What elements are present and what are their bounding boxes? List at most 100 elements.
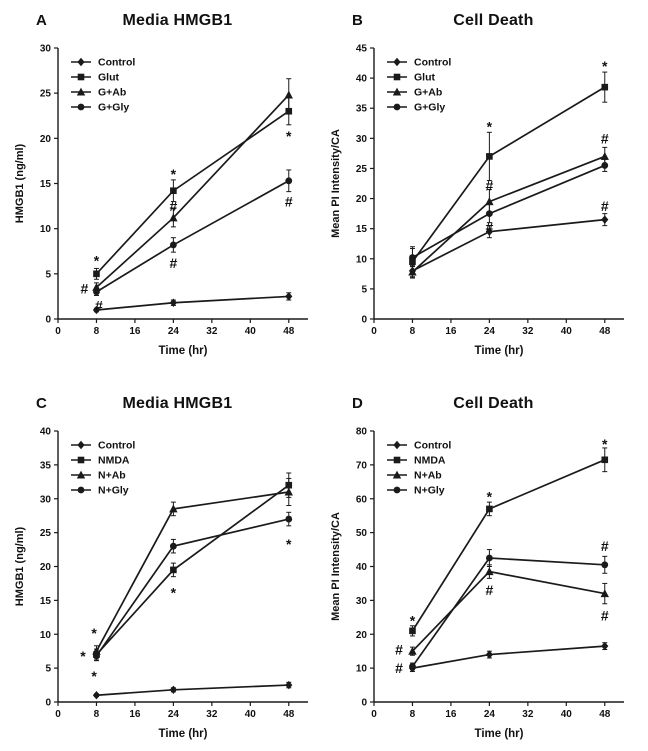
svg-text:Control: Control [414,57,451,69]
svg-text:48: 48 [599,709,611,720]
svg-text:Time (hr): Time (hr) [159,728,208,740]
svg-text:30: 30 [356,595,368,606]
svg-text:Time (hr): Time (hr) [475,345,524,357]
panel-b-header: B Cell Death [326,12,638,38]
svg-text:40: 40 [561,709,573,720]
svg-text:#: # [601,538,609,554]
svg-text:8: 8 [410,326,416,337]
chart-cell-death-glut: 0 5 10 15 20 25 30 35 40 45 0 8 16 24 32 40 48 Mean PI In… [330,44,624,357]
svg-text:8: 8 [410,709,416,720]
svg-text:#: # [485,177,493,193]
svg-text:#: # [485,582,493,598]
svg-text:*: * [286,535,292,551]
svg-text:*: * [80,648,86,664]
svg-text:Time (hr): Time (hr) [475,728,524,740]
svg-text:45: 45 [356,44,368,55]
svg-text:#: # [601,607,609,623]
svg-text:16: 16 [445,326,457,337]
svg-text:HMGB1 (ng/ml): HMGB1 (ng/ml) [14,526,26,606]
panel-c-title: Media HMGB1 [122,394,233,412]
svg-text:48: 48 [283,709,295,720]
svg-text:#: # [395,641,403,657]
svg-text:5: 5 [361,284,367,295]
svg-text:20: 20 [356,629,368,640]
svg-text:*: * [487,118,493,134]
svg-text:10: 10 [40,629,52,640]
svg-text:40: 40 [356,562,368,573]
svg-text:G+Gly: G+Gly [414,102,445,114]
svg-text:20: 20 [40,134,52,145]
svg-text:0: 0 [361,697,367,708]
svg-text:#: # [395,660,403,676]
svg-text:HMGB1 (ng/ml): HMGB1 (ng/ml) [14,143,26,223]
svg-text:*: * [94,253,100,269]
svg-text:*: * [286,128,292,144]
svg-text:N+Gly: N+Gly [98,484,129,496]
svg-text:#: # [95,297,103,313]
svg-text:30: 30 [40,494,52,505]
svg-text:32: 32 [522,709,534,720]
svg-text:NMDA: NMDA [414,454,446,466]
svg-text:16: 16 [445,709,457,720]
panel-b: B Cell Death 0 5 10 15 20 25 30 35 40 45 0 8 16 24 32 4… [326,12,638,369]
svg-text:8: 8 [94,709,100,720]
panel-b-title: Cell Death [453,12,534,29]
svg-text:40: 40 [245,326,257,337]
svg-text:#: # [285,194,293,210]
svg-text:15: 15 [40,179,52,190]
svg-text:*: * [171,584,177,600]
svg-text:*: * [602,58,608,74]
svg-text:N+Gly: N+Gly [414,484,445,496]
svg-text:70: 70 [356,460,368,471]
svg-text:16: 16 [129,709,141,720]
svg-text:30: 30 [40,44,52,55]
svg-text:30: 30 [356,134,368,145]
svg-text:48: 48 [599,326,611,337]
svg-text:20: 20 [356,194,368,205]
svg-text:#: # [81,280,89,296]
svg-text:35: 35 [40,460,52,471]
panel-a-header: A Media HMGB1 [10,12,322,38]
svg-text:40: 40 [245,709,257,720]
svg-text:20: 20 [40,562,52,573]
svg-text:5: 5 [45,269,51,280]
svg-text:40: 40 [561,326,573,337]
svg-text:#: # [601,198,609,214]
svg-text:0: 0 [55,709,61,720]
panel-c-header: C Media HMGB1 [10,395,322,421]
svg-text:Mean PI Intensity/CA: Mean PI Intensity/CA [330,512,342,621]
svg-text:24: 24 [484,326,496,337]
svg-text:G+Gly: G+Gly [98,102,129,114]
svg-text:Time (hr): Time (hr) [159,345,208,357]
svg-text:40: 40 [40,426,52,437]
svg-text:10: 10 [356,254,368,265]
svg-text:Control: Control [98,57,135,69]
svg-text:32: 32 [206,709,218,720]
svg-text:10: 10 [356,663,368,674]
panel-d: D Cell Death 0 10 20 30 40 50 60 70 80 0 8 16 24 32 40… [326,395,638,751]
chart-media-hmgb1-nmda: 0 5 10 15 20 25 30 35 40 0 8 16 24 32 40 48 HMGB1 (ng/ml… [14,426,308,740]
panel-a: A Media HMGB1 0 5 10 15 20 25 30 0 8 16 24 32 40 48 HM… [10,12,322,369]
svg-text:Control: Control [414,439,451,451]
svg-text:0: 0 [45,315,51,326]
svg-text:Mean PI Intensity/CA: Mean PI Intensity/CA [330,129,342,238]
svg-text:#: # [169,255,177,271]
svg-text:0: 0 [45,697,51,708]
svg-text:*: * [602,436,608,452]
svg-text:24: 24 [168,709,180,720]
svg-text:48: 48 [283,326,295,337]
svg-text:G+Ab: G+Ab [98,87,126,99]
svg-text:5: 5 [45,663,51,674]
svg-text:10: 10 [40,224,52,235]
panel-b-letter: B [352,12,363,29]
svg-text:*: * [91,667,97,683]
svg-text:32: 32 [522,326,534,337]
svg-text:Glut: Glut [414,72,435,84]
svg-text:0: 0 [371,326,377,337]
svg-text:15: 15 [356,224,368,235]
svg-text:#: # [601,130,609,146]
svg-text:25: 25 [40,528,52,539]
svg-text:N+Ab: N+Ab [414,469,442,481]
chart-media-hmgb1-glut: 0 5 10 15 20 25 30 0 8 16 24 32 40 48 HMGB1 (ng/ml) Tim… [14,44,308,357]
svg-text:0: 0 [371,709,377,720]
